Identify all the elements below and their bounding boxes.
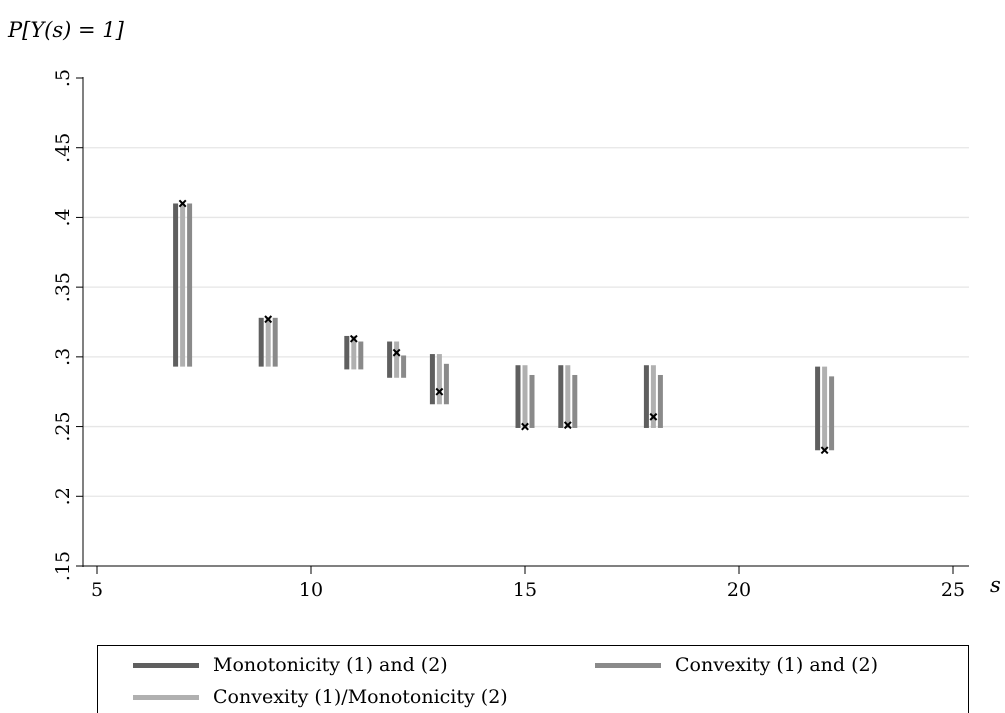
range-bar xyxy=(529,374,535,428)
y-tick-label: .4 xyxy=(52,208,74,226)
point-marker xyxy=(178,199,187,208)
range-bar xyxy=(822,366,828,451)
range-bar xyxy=(643,365,649,428)
point-marker xyxy=(649,412,658,421)
range-bar xyxy=(650,365,656,428)
range-bar xyxy=(565,365,571,428)
range-bar xyxy=(572,374,578,428)
range-bar xyxy=(657,374,663,428)
range-bar xyxy=(401,355,407,378)
range-bar xyxy=(522,365,528,428)
y-tick-label: .5 xyxy=(52,69,74,87)
range-bar xyxy=(180,203,186,367)
y-tick-label: .15 xyxy=(52,551,74,581)
legend-swatch-convexity-monotonicity xyxy=(133,694,199,700)
legend-label-convexity: Convexity (1) and (2) xyxy=(675,654,879,676)
x-tick-label: 25 xyxy=(941,579,965,601)
y-tick-label: .45 xyxy=(52,133,74,163)
x-tick-label: 5 xyxy=(91,579,103,601)
range-bar xyxy=(358,341,364,370)
point-marker xyxy=(563,421,572,430)
range-bar xyxy=(429,354,435,405)
legend-item-monotonicity: Monotonicity (1) and (2) xyxy=(133,654,448,676)
range-bar xyxy=(272,317,278,367)
x-tick-label: 10 xyxy=(299,579,323,601)
point-marker xyxy=(521,422,529,431)
legend-item-convexity-monotonicity: Convexity (1)/Monotonicity (2) xyxy=(133,686,508,708)
legend: Monotonicity (1) and (2) Convexity (1) a… xyxy=(97,645,969,713)
range-bar xyxy=(515,365,521,428)
point-marker xyxy=(820,446,829,455)
point-marker xyxy=(435,387,444,396)
point-marker xyxy=(349,334,358,343)
y-tick-label: .3 xyxy=(52,348,74,366)
range-bar xyxy=(187,203,193,367)
range-bar xyxy=(436,354,442,405)
x-axis-title: s xyxy=(990,573,1001,597)
legend-label-monotonicity: Monotonicity (1) and (2) xyxy=(213,654,448,676)
range-bar xyxy=(815,366,821,451)
range-bar xyxy=(394,341,400,378)
range-bar xyxy=(387,341,393,378)
x-tick-label: 20 xyxy=(727,579,751,601)
range-bar xyxy=(443,363,449,405)
y-axis-title: P[Y(s) = 1] xyxy=(8,18,124,42)
range-bar xyxy=(258,317,264,367)
y-tick-label: .25 xyxy=(52,411,74,441)
point-marker xyxy=(392,348,401,357)
range-bar xyxy=(351,335,357,370)
point-marker xyxy=(264,315,273,324)
x-tick-label: 15 xyxy=(513,579,537,601)
y-tick-label: .35 xyxy=(52,272,74,302)
legend-item-convexity: Convexity (1) and (2) xyxy=(595,654,878,676)
legend-label-convexity-monotonicity: Convexity (1)/Monotonicity (2) xyxy=(213,686,508,708)
range-bar xyxy=(829,376,835,451)
legend-swatch-convexity xyxy=(595,662,661,668)
range-bar xyxy=(173,203,179,367)
legend-swatch-monotonicity xyxy=(133,662,199,668)
range-bar xyxy=(344,335,350,370)
range-bar xyxy=(265,317,271,367)
range-bar xyxy=(558,365,564,428)
y-tick-label: .2 xyxy=(52,487,74,505)
